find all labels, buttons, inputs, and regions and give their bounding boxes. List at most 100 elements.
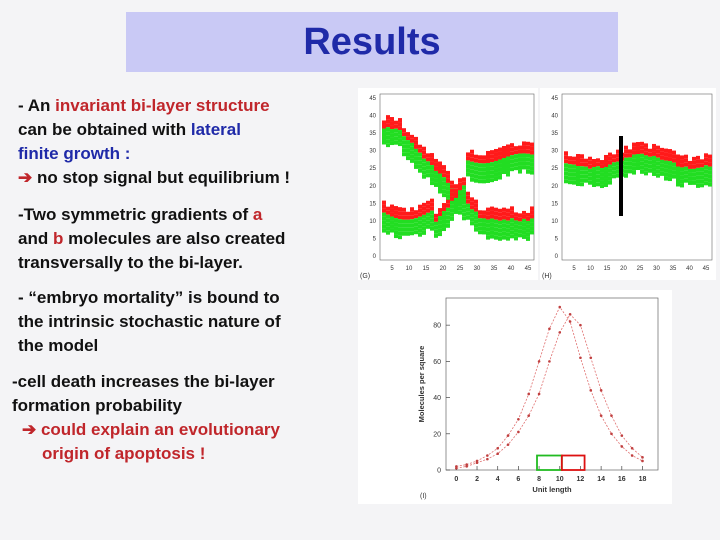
series-point <box>579 323 582 327</box>
layer-cell <box>684 174 688 179</box>
series-point <box>641 459 644 463</box>
y-tick-label: 15 <box>369 201 376 207</box>
layer-cell <box>530 226 534 231</box>
chart-panel-label: (I) <box>420 493 427 500</box>
layer-cell <box>522 218 526 223</box>
layer-cell <box>462 216 466 221</box>
layer-cell <box>664 148 668 153</box>
layer-cell <box>486 235 490 240</box>
layer-cell <box>470 157 474 162</box>
b2-line2-pre: and <box>18 229 53 248</box>
layer-cell <box>386 226 390 231</box>
layer-cell <box>394 132 398 137</box>
layer-cell <box>442 223 446 228</box>
layer-cell <box>498 151 502 156</box>
layer-cell <box>688 176 692 181</box>
layer-cell <box>482 230 486 235</box>
layer-cell <box>506 208 510 213</box>
y-tick-label: 0 <box>437 468 441 475</box>
layer-cell <box>422 214 426 219</box>
layer-cell <box>382 200 386 205</box>
layer-cell <box>438 212 442 217</box>
layer-cell <box>426 204 430 209</box>
layer-cell <box>692 180 696 185</box>
x-tick-label: 8 <box>537 476 541 483</box>
layer-cell <box>394 124 398 129</box>
layer-cell <box>708 166 712 171</box>
layer-cell <box>572 176 576 181</box>
layer-cell <box>414 156 418 161</box>
layer-cell <box>656 165 660 170</box>
layer-cell <box>506 216 510 221</box>
layer-cell <box>668 165 672 170</box>
layer-cell <box>600 176 604 181</box>
layer-cell <box>644 155 648 160</box>
layer-cell <box>688 164 692 169</box>
layer-cell <box>680 167 684 172</box>
layer-cell <box>466 199 470 204</box>
layer-cell <box>418 224 422 229</box>
layer-cell <box>522 226 526 231</box>
x-tick-label: 15 <box>423 266 430 272</box>
layer-cell <box>530 214 534 219</box>
layer-cell <box>664 156 668 161</box>
layer-cell <box>600 172 604 177</box>
x-tick-label: 35 <box>491 266 498 272</box>
layer-cell <box>486 154 490 159</box>
layer-cell <box>454 209 458 214</box>
layer-cell <box>506 144 510 149</box>
layer-cell <box>482 175 486 180</box>
layer-cell <box>494 168 498 173</box>
layer-cell <box>402 211 406 216</box>
layer-cell <box>648 164 652 169</box>
layer-cell <box>422 226 426 231</box>
layer-cell <box>494 176 498 181</box>
layer-cell <box>568 168 572 173</box>
layer-cell <box>498 175 502 180</box>
layer-cell <box>644 147 648 152</box>
layer-cell <box>592 163 596 168</box>
layer-cell <box>700 179 704 184</box>
layer-cell <box>688 168 692 173</box>
layer-cell <box>522 157 526 162</box>
layer-cell <box>438 177 442 182</box>
layer-cell <box>486 178 490 183</box>
layer-cell <box>422 202 426 207</box>
layer-cell <box>632 146 636 151</box>
series-point <box>620 445 624 448</box>
layer-cell <box>414 214 418 219</box>
layer-cell <box>572 168 576 173</box>
layer-cell <box>700 171 704 176</box>
layer-cell <box>390 212 394 217</box>
layer-cell <box>668 157 672 162</box>
layer-cell <box>506 148 510 153</box>
layer-cell <box>430 161 434 166</box>
layer-cell <box>518 221 522 226</box>
layer-cell <box>576 154 580 159</box>
layer-cell <box>454 184 458 189</box>
layer-cell <box>406 144 410 149</box>
panel-g: 45 40 35 30 25 20 15 10 5 0 5 10 15 20 25 30 35 40 45 (G) <box>358 88 538 280</box>
layer-cell <box>394 226 398 231</box>
layer-cell <box>644 163 648 168</box>
x-tick-label: 30 <box>474 266 481 272</box>
layer-cell <box>386 210 390 215</box>
layer-cell <box>526 216 530 221</box>
layer-cell <box>568 156 572 161</box>
layer-cell <box>474 166 478 171</box>
layer-cell <box>506 160 510 165</box>
y-tick-label: 40 <box>433 395 441 402</box>
x-tick-label: 10 <box>406 266 413 272</box>
layer-cell <box>446 211 450 216</box>
layer-cell <box>692 172 696 177</box>
layer-cell <box>430 202 434 207</box>
series-point <box>506 443 510 446</box>
layer-cell <box>592 179 596 184</box>
layer-cell <box>406 140 410 145</box>
layer-cell <box>482 179 486 184</box>
b1-line4: no stop signal but equilibrium ! <box>32 168 291 187</box>
layer-cell <box>640 141 644 146</box>
layer-cell <box>490 174 494 179</box>
layer-cell <box>522 149 526 154</box>
layer-cell <box>502 161 506 166</box>
